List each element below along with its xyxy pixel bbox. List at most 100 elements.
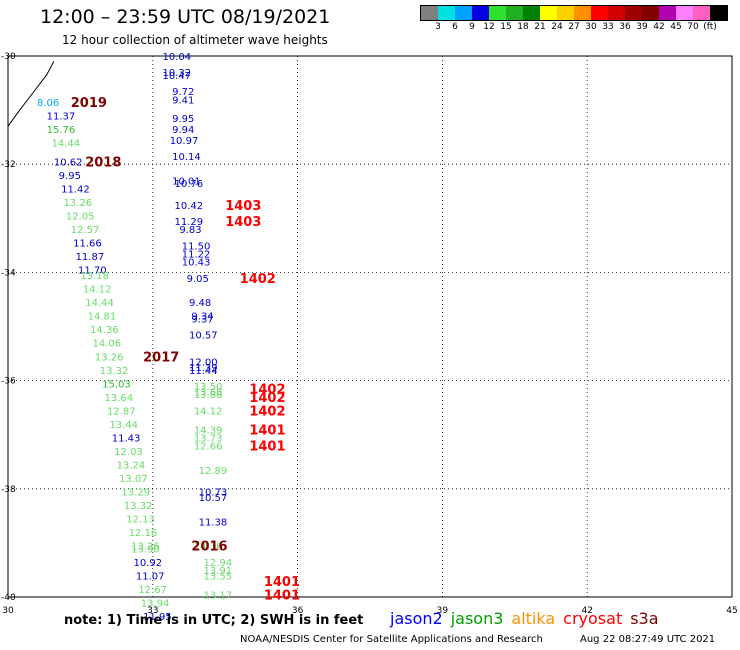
wave-height-value: 9.37 — [191, 314, 213, 325]
scale-swatch — [693, 6, 710, 20]
wave-height-value: 11.50 — [182, 241, 211, 252]
scale-swatch — [591, 6, 608, 20]
scale-label: 70 — [687, 22, 699, 32]
scale-swatch — [421, 6, 438, 20]
wave-height-value: 14.81 — [88, 312, 117, 323]
wave-height-value: 11.66 — [73, 239, 102, 250]
scale-label: 12 — [483, 22, 495, 32]
wave-height-value: 11.22 — [182, 249, 211, 260]
scale-label: 36 — [619, 22, 631, 32]
wave-height-value: 10.14 — [172, 152, 201, 163]
scale-swatch — [574, 6, 591, 20]
wave-height-value: 12.13 — [126, 515, 155, 526]
wave-height-value: 13.64 — [105, 393, 134, 404]
wave-height-value: 9.05 — [187, 274, 209, 285]
scale-label: 15 — [500, 22, 512, 32]
pass-time-label: 1402 — [240, 272, 276, 287]
wave-height-value: 9.34 — [191, 312, 213, 323]
wave-height-value: 13.55 — [203, 571, 232, 582]
wave-height-value: 10.73 — [199, 488, 228, 499]
pass-time-label: 2019 — [71, 96, 107, 111]
wave-height-value: 12.16 — [129, 528, 158, 539]
wave-height-value: 10.76 — [175, 179, 204, 190]
wave-height-value: 9.95 — [59, 171, 81, 182]
wave-height-value: 12.00 — [189, 358, 218, 369]
plot-frame — [7, 55, 733, 598]
wave-height-value: 14.39 — [194, 425, 223, 436]
scale-swatch — [506, 6, 523, 20]
scale-swatch — [540, 6, 557, 20]
y-tick-label: -38 — [1, 485, 16, 495]
wave-height-value: 10.57 — [189, 331, 218, 342]
wave-height-value: 12.66 — [194, 442, 223, 453]
wave-height-value: 11.37 — [47, 112, 76, 123]
wave-height-value: 13.29 — [121, 488, 150, 499]
wave-height-value: 10.92 — [133, 558, 162, 569]
x-tick-label: 39 — [437, 606, 449, 616]
pass-time-label: 1401 — [264, 588, 300, 603]
wave-height-value: 10.04 — [162, 52, 191, 63]
satellite-legend: jason2 jason3 altika cryosat s3a — [390, 609, 667, 628]
legend-jason2: jason2 — [390, 609, 443, 628]
wave-height-value: 8.06 — [37, 98, 59, 109]
scale-swatch — [489, 6, 506, 20]
legend-cryosat: cryosat — [563, 609, 623, 628]
scale-swatch — [472, 6, 489, 20]
wave-height-value: 12.67 — [138, 585, 167, 596]
scale-swatch — [608, 6, 625, 20]
wave-height-value: 14.44 — [51, 139, 80, 150]
wave-height-value: 10.97 — [170, 136, 199, 147]
wave-height-value: 9.95 — [172, 114, 194, 125]
wave-height-value: 12.94 — [203, 558, 232, 569]
y-tick-label: -32 — [1, 160, 16, 170]
scale-swatch — [659, 6, 676, 20]
scale-label: 30 — [585, 22, 597, 32]
pass-time-label: 1401 — [264, 575, 300, 590]
wave-height-value: 11.42 — [61, 185, 90, 196]
wave-height-value: 9.94 — [172, 125, 194, 136]
page-subtitle: 12 hour collection of altimeter wave hei… — [62, 33, 328, 47]
wave-height-value: 11.38 — [199, 517, 228, 528]
scale-swatch — [523, 6, 540, 20]
scale-swatch — [710, 6, 727, 20]
coastline — [7, 61, 55, 127]
x-tick-label: 30 — [2, 606, 14, 616]
x-tick-label: 36 — [292, 606, 304, 616]
wave-height-value: 11.43 — [112, 433, 141, 444]
wave-height-value: 13.94 — [141, 598, 170, 609]
x-tick-label: 42 — [581, 606, 592, 616]
wave-height-value: 13.32 — [100, 366, 129, 377]
scale-label: 39 — [636, 22, 648, 32]
scale-swatch — [676, 6, 693, 20]
wave-height-value: 13.26 — [64, 198, 93, 209]
wave-height-value: 13.73 — [194, 433, 223, 444]
wave-height-value: 11.29 — [175, 217, 204, 228]
wave-height-value: 10.62 — [54, 157, 83, 168]
pass-time-label: 1401 — [249, 440, 285, 455]
scale-label: 24 — [551, 22, 563, 32]
scale-label: (ft) — [703, 22, 717, 32]
scale-label: 18 — [517, 22, 529, 32]
wave-height-value: 14.12 — [83, 285, 112, 296]
note-text: note: 1) Time is in UTC; 2) SWH is in fe… — [64, 613, 364, 628]
y-tick-label: -36 — [1, 377, 16, 387]
wave-height-value: 10.47 — [162, 71, 191, 82]
wave-height-value: 12.57 — [71, 225, 100, 236]
wave-height-value: 13.24 — [117, 460, 146, 471]
wave-height-value: 13.26 — [131, 542, 160, 553]
wave-height-value: 9.48 — [189, 298, 211, 309]
wave-height-value: 14.06 — [92, 339, 121, 350]
wave-height-value: 12.05 — [66, 212, 95, 223]
wave-height-value: 10.43 — [182, 258, 211, 269]
pass-time-label: 1402 — [249, 391, 285, 406]
scale-swatch — [557, 6, 574, 20]
scale-label: 9 — [469, 22, 475, 32]
scale-label: 6 — [452, 22, 458, 32]
wave-height-value: 10.32 — [162, 68, 191, 79]
wave-height-value: 11.87 — [76, 252, 105, 263]
scale-label: 33 — [602, 22, 614, 32]
wave-height-value: 11.39 — [189, 363, 218, 374]
pass-time-label: 2017 — [143, 350, 179, 365]
pass-time-label: 1402 — [249, 383, 285, 398]
legend-jason3: jason3 — [450, 609, 504, 628]
